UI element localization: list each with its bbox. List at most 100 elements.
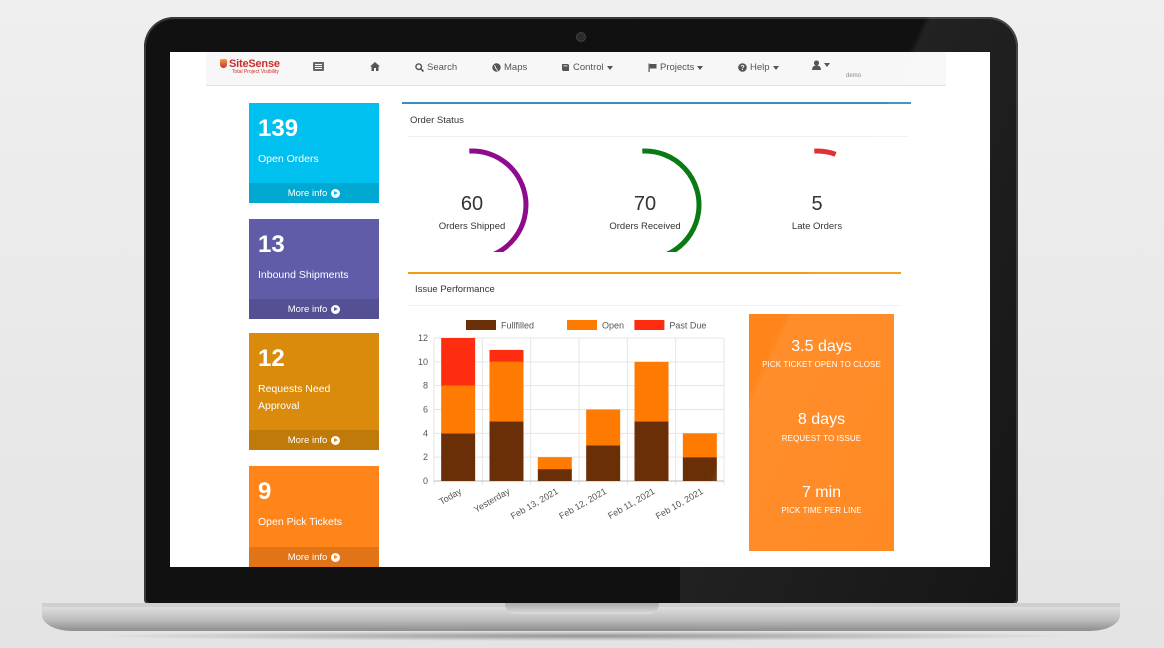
globe-icon	[492, 63, 501, 72]
laptop-shadow	[80, 631, 1084, 641]
arrow-circle-right-icon	[331, 188, 341, 198]
user-menu[interactable]	[812, 60, 830, 70]
legend-swatch	[567, 320, 597, 330]
bar-segment	[586, 409, 621, 446]
gauge-label-shipped: Orders Shipped	[438, 221, 506, 232]
bar-segment	[489, 361, 524, 422]
bar-segment	[682, 433, 717, 458]
issue-performance-rule	[408, 272, 901, 274]
gauge-label-late: Late Orders	[791, 221, 843, 232]
more-info-link[interactable]: More info	[249, 183, 379, 203]
chevron-down-icon	[772, 65, 779, 70]
nav-help-dropdown[interactable]: ? Help	[738, 62, 779, 73]
nav-maps[interactable]: Maps	[492, 62, 527, 73]
brand-tagline: Total Project Visibility	[232, 69, 279, 75]
svg-text:?: ?	[740, 65, 744, 72]
y-tick-label: 12	[418, 333, 428, 343]
tile-open-pick-tickets: 9 Open Pick Tickets More info	[249, 466, 379, 567]
logo-mark-icon	[220, 59, 227, 68]
nav-search-label: Search	[427, 62, 458, 73]
sitesense-logo[interactable]: SiteSense Total Project Visibility	[220, 58, 280, 75]
nav-control-dropdown[interactable]: Control	[561, 62, 613, 73]
x-tick-label: Today	[437, 486, 463, 507]
kpi-caption-request-to-issue: REQUEST TO ISSUE	[781, 434, 862, 443]
legend-swatch	[634, 320, 665, 330]
chevron-down-icon	[606, 65, 613, 70]
tile-value: 139	[258, 115, 299, 142]
divider	[408, 305, 901, 306]
kpi-caption-pick-time: PICK TIME PER LINE	[781, 506, 862, 515]
arrow-circle-right-icon	[331, 552, 341, 562]
bar-segment	[441, 433, 476, 481]
kpi-value-request-to-issue: 8 days	[797, 411, 846, 428]
nav-maps-label: Maps	[504, 62, 528, 73]
kpi-value-pick-ticket: 3.5 days	[791, 338, 852, 355]
bar-segment	[682, 457, 717, 481]
bar-segment	[441, 385, 476, 434]
chevron-down-icon	[824, 63, 830, 67]
y-tick-label: 0	[423, 476, 428, 486]
x-tick-label: Feb 10, 2021	[654, 486, 705, 521]
issue-performance-title: Issue Performance	[415, 284, 495, 295]
arrow-circle-right-icon	[331, 435, 341, 445]
nav-help-label: Help	[750, 62, 770, 73]
bar-segment	[441, 338, 476, 386]
order-status-rule	[402, 102, 911, 104]
legend-item[interactable]: Past Due	[634, 320, 706, 331]
more-info-label: More info	[287, 303, 328, 315]
nav-search[interactable]: Search	[415, 62, 457, 73]
order-status-gauges	[469, 148, 837, 252]
tile-label: Requests Need Approval	[258, 383, 331, 412]
y-tick-label: 6	[423, 405, 428, 415]
issue-performance-chart: Fullfilled Open Past Due 0 2 4 6 8 10 12 Today Yest…	[418, 320, 725, 521]
legend-item[interactable]: Fullfilled	[466, 320, 534, 331]
tile-inbound-shipments: 13 Inbound Shipments More info	[249, 219, 379, 319]
more-info-link[interactable]: More info	[249, 430, 379, 450]
y-tick-label: 8	[423, 381, 428, 391]
gauge-value-shipped: 60	[460, 193, 484, 215]
legend-swatch	[466, 320, 496, 330]
home-button[interactable]	[370, 62, 380, 71]
legend-item[interactable]: Open	[567, 320, 624, 331]
more-info-link[interactable]: More info	[249, 547, 379, 567]
order-status-title: Order Status	[410, 115, 464, 126]
divider	[408, 136, 908, 137]
gauge-arc	[814, 148, 837, 157]
y-tick-label: 2	[423, 452, 428, 462]
flag-icon	[648, 63, 657, 72]
gauge-value-received: 70	[633, 193, 657, 215]
y-tick-label: 4	[423, 428, 428, 438]
nav-projects-label: Projects	[660, 62, 695, 73]
gauge-arc	[469, 148, 529, 252]
laptop-notch	[505, 603, 659, 614]
chevron-down-icon	[697, 65, 704, 70]
more-info-label: More info	[287, 434, 328, 446]
sidebar-toggle-button[interactable]	[313, 62, 324, 71]
user-icon	[812, 60, 821, 70]
legend-label: Fullfilled	[501, 321, 534, 331]
more-info-link[interactable]: More info	[249, 299, 379, 319]
x-tick-label: Feb 12, 2021	[557, 486, 608, 521]
list-icon	[313, 62, 324, 71]
tile-label: Open Pick Tickets	[258, 516, 343, 528]
tile-label: Open Orders	[258, 153, 319, 165]
nav-control-label: Control	[573, 62, 604, 73]
bar-segment	[634, 421, 669, 481]
bar-segment	[537, 469, 572, 481]
username: demo	[846, 73, 862, 79]
home-icon	[370, 62, 380, 71]
webcam	[577, 33, 585, 41]
bar-segment	[634, 361, 669, 422]
nav-projects-dropdown[interactable]: Projects	[648, 62, 704, 73]
x-tick-label: Feb 11, 2021	[606, 486, 656, 521]
bar-segment	[489, 349, 524, 362]
tile-value: 9	[258, 478, 272, 505]
top-navbar: SiteSense Total Project Visibility Searc…	[206, 52, 946, 86]
bar-segment	[586, 445, 621, 481]
gauge-label-received: Orders Received	[609, 221, 681, 232]
x-tick-label: Feb 13, 2021	[509, 486, 560, 521]
brand-name: SiteSense	[229, 58, 280, 70]
dashboard-screen: SiteSense Total Project Visibility Searc…	[170, 52, 990, 567]
legend-label: Open	[602, 321, 624, 331]
tile-label: Inbound Shipments	[258, 269, 349, 281]
